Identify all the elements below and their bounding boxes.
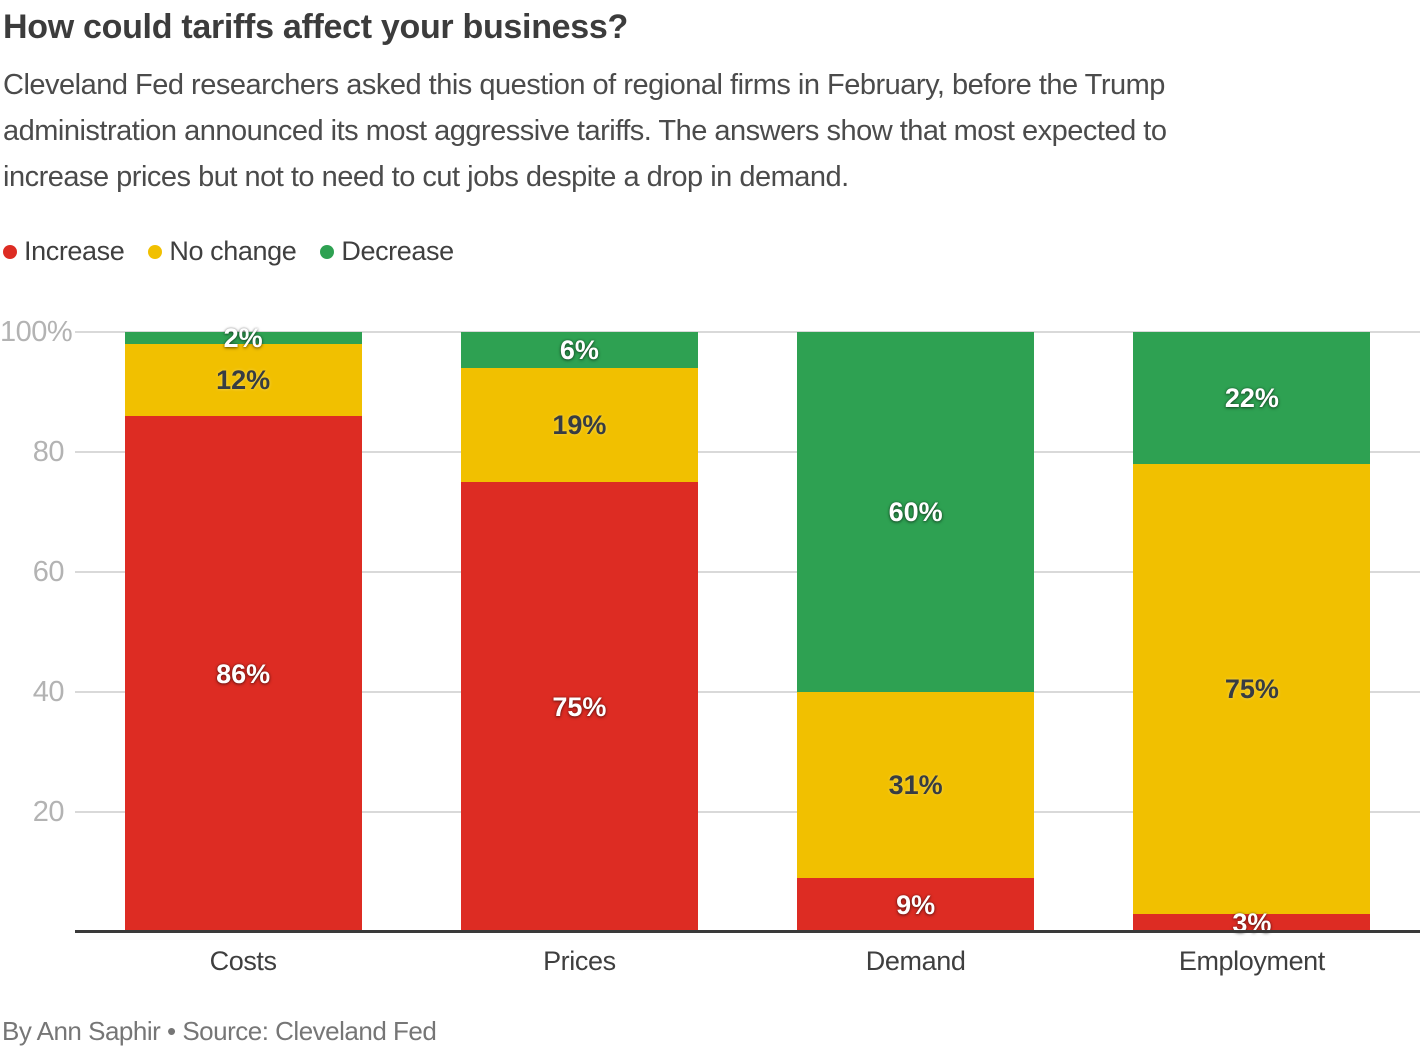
bar-segment-prices-decrease	[460, 332, 698, 368]
y-tick-label: 100%	[0, 316, 73, 348]
bar-segment-demand-no-change	[797, 692, 1035, 878]
bar-segment-costs-no-change	[124, 344, 362, 416]
y-tick-label: 80	[32, 436, 65, 468]
subtitle-line: Cleveland Fed researchers asked this que…	[3, 69, 1165, 101]
x-axis-label-costs: Costs	[209, 946, 277, 976]
source-attribution: By Ann Saphir • Source: Cleveland Fed	[2, 1016, 437, 1046]
legend-swatch-no-change-icon	[148, 244, 163, 259]
legend-label: Decrease	[341, 236, 454, 266]
bar-segment-demand-decrease	[797, 332, 1035, 692]
chart-subtitle: Cleveland Fed researchers asked this que…	[3, 62, 1167, 200]
bar-segment-costs-increase	[124, 416, 362, 932]
gridline-80	[75, 451, 1420, 453]
legend: Increase No change Decrease	[3, 236, 454, 267]
legend-label: No change	[169, 236, 297, 266]
chart-title: How could tariffs affect your business?	[3, 8, 628, 46]
legend-item-increase: Increase	[3, 236, 125, 267]
bar-segment-employment-decrease	[1133, 332, 1371, 464]
subtitle-line: increase prices but not to need to cut j…	[3, 161, 849, 193]
bar-segment-prices-increase	[460, 482, 698, 932]
legend-label: Increase	[24, 236, 125, 266]
x-axis-label-employment: Employment	[1178, 946, 1325, 976]
bar-segment-employment-increase	[1133, 914, 1371, 932]
gridline-100	[75, 331, 1420, 333]
x-axis-line	[75, 930, 1420, 933]
bar-demand: 9% 31% 60%	[797, 332, 1035, 932]
bar-segment-costs-decrease	[124, 332, 362, 344]
plot-area: 100% 80 60 40 20 86% 12% 2% Costs 75% 19% 6% Prices 9…	[0, 317, 1420, 976]
bar-employment: 3% 75% 22%	[1133, 332, 1371, 938]
bar-segment-prices-no-change	[460, 368, 698, 482]
gridline-60	[75, 571, 1420, 573]
legend-item-decrease: Decrease	[320, 236, 454, 267]
legend-swatch-decrease-icon	[320, 244, 335, 259]
subtitle-line: administration announced its most aggres…	[3, 115, 1167, 147]
x-axis-label-prices: Prices	[543, 946, 616, 976]
x-axis-label-demand: Demand	[865, 946, 966, 976]
bar-prices: 75% 19% 6%	[460, 332, 698, 932]
legend-item-no-change: No change	[148, 236, 297, 267]
y-tick-label: 60	[32, 556, 65, 588]
bar-costs: 86% 12% 2%	[124, 323, 362, 932]
y-tick-label: 40	[32, 676, 65, 708]
gridline-40	[75, 691, 1420, 693]
bar-segment-employment-no-change	[1133, 464, 1371, 914]
legend-swatch-increase-icon	[3, 244, 17, 259]
bar-segment-demand-increase	[797, 878, 1035, 932]
y-tick-label: 20	[32, 796, 65, 828]
gridline-20	[75, 811, 1420, 813]
